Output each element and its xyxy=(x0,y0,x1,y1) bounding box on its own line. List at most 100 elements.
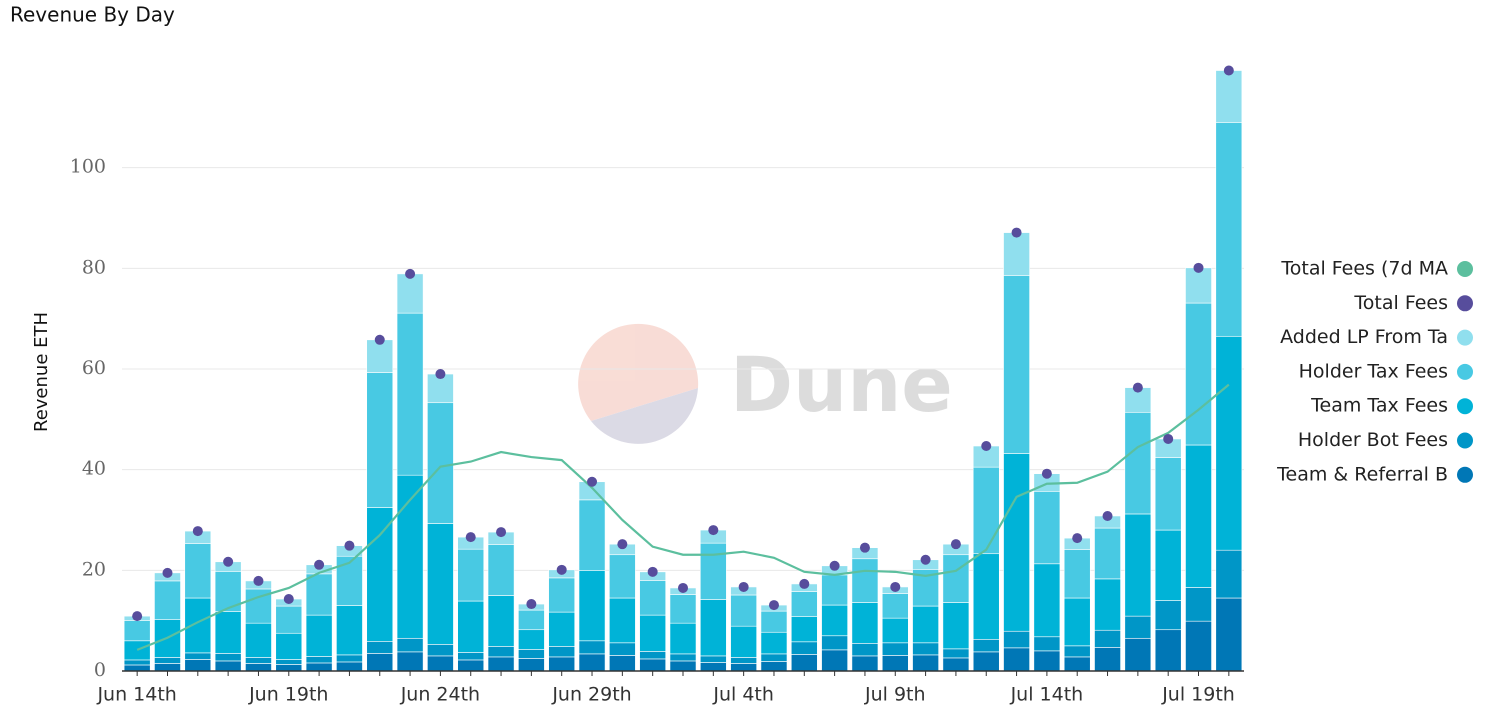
bar-segment xyxy=(1063,549,1091,599)
total-dot xyxy=(647,566,658,577)
bar-segment xyxy=(518,658,545,672)
bar-segment xyxy=(609,554,636,599)
ma-line xyxy=(136,383,1230,651)
bar-segment xyxy=(578,640,606,655)
x-tick-label: Jul 19th xyxy=(1161,684,1235,706)
legend-marker xyxy=(1457,363,1473,380)
total-dot xyxy=(1102,510,1113,521)
total-dot xyxy=(162,567,173,578)
y-tick-label: 80 xyxy=(82,256,106,278)
x-tick-label: Jun 24th xyxy=(400,684,480,706)
bar-segment xyxy=(1003,647,1030,672)
total-dot xyxy=(556,564,567,575)
total-dot xyxy=(435,369,446,380)
total-dot xyxy=(1132,382,1143,393)
bar-segment xyxy=(1094,527,1121,580)
legend-marker xyxy=(1457,466,1473,483)
total-dot xyxy=(1072,533,1083,544)
bar-segment xyxy=(548,611,576,647)
bar-segment xyxy=(1003,275,1030,454)
bar-segment xyxy=(881,642,909,656)
bar-segment xyxy=(154,663,181,672)
bar-segment xyxy=(942,657,970,672)
total-dot xyxy=(708,525,719,536)
total-dot xyxy=(253,575,264,586)
bar-segment xyxy=(427,655,454,672)
x-tick-label: Jul 4th xyxy=(712,684,774,706)
total-dot xyxy=(1163,433,1174,444)
bar-segment xyxy=(699,662,727,672)
bar-segment xyxy=(942,648,970,659)
bar-segment xyxy=(487,544,515,596)
bar-segment xyxy=(487,646,515,658)
bar-segment xyxy=(336,654,363,663)
legend-marker xyxy=(1457,261,1473,277)
bar-segment xyxy=(1033,563,1061,638)
bar-segment xyxy=(912,654,939,672)
bar-segment xyxy=(1215,549,1243,599)
bar-segment xyxy=(427,644,454,657)
bar-segment xyxy=(578,653,606,672)
bar-segment xyxy=(1215,122,1243,337)
bar-segment xyxy=(184,659,212,672)
bar-segment xyxy=(457,659,485,672)
bar-segment xyxy=(518,609,545,631)
bar-segment xyxy=(245,588,272,624)
legend-label: Holder Bot Fees xyxy=(1298,429,1448,451)
bar-segment xyxy=(1185,620,1212,672)
bar-segment xyxy=(1215,597,1243,672)
total-dot xyxy=(617,539,628,550)
total-dot xyxy=(1223,65,1234,76)
total-dot xyxy=(223,556,234,567)
chart-title: Revenue By Day xyxy=(10,3,175,27)
bar-segment xyxy=(1124,513,1152,617)
bar-segment xyxy=(942,554,970,603)
bar-segment xyxy=(305,573,333,616)
bar-segment xyxy=(881,593,909,619)
bar-segment xyxy=(821,649,848,672)
total-dot xyxy=(738,581,749,592)
bar-segment xyxy=(396,273,424,314)
bar-segment xyxy=(548,577,576,613)
bar-segment xyxy=(760,661,788,672)
bar-segment xyxy=(578,499,606,571)
bar-segment xyxy=(245,622,272,658)
legend-marker xyxy=(1457,432,1473,449)
bar-segment xyxy=(881,655,909,672)
total-dot xyxy=(314,559,325,570)
bar-segment xyxy=(972,466,1000,555)
bar-segment xyxy=(881,617,909,644)
x-tick-label: Jul 9th xyxy=(864,684,926,706)
bar-segment xyxy=(699,655,727,663)
x-tick-label: Jun 29th xyxy=(551,684,631,706)
bar-segment xyxy=(366,641,394,654)
total-dot xyxy=(344,540,355,551)
bar-segment xyxy=(1185,444,1212,588)
bar-segment xyxy=(1063,656,1091,672)
x-tick-label: Jul 14th xyxy=(1010,684,1084,706)
watermark-logo xyxy=(591,388,698,444)
bar-segment xyxy=(1215,70,1243,123)
bar-segment xyxy=(396,312,424,476)
y-tick-label: 60 xyxy=(82,357,106,379)
total-dot xyxy=(374,334,385,345)
total-dot xyxy=(920,554,931,565)
bar-segment xyxy=(730,625,757,658)
bar-segment xyxy=(1094,647,1121,672)
bar-segment xyxy=(821,574,848,606)
bar-segment xyxy=(275,659,303,665)
bar-segment xyxy=(730,594,757,627)
bar-segment xyxy=(790,616,818,643)
bar-segment xyxy=(1124,615,1152,639)
bar-segment xyxy=(457,600,485,653)
bar-segment xyxy=(1124,637,1152,672)
bar-segment xyxy=(639,658,667,672)
bar-segment xyxy=(275,632,303,660)
bar-segment xyxy=(366,507,394,642)
legend-marker xyxy=(1457,398,1473,415)
x-tick-label: Jun 14th xyxy=(96,684,176,706)
bar-segment xyxy=(790,591,818,617)
legend-marker xyxy=(1457,295,1473,312)
legend-label: Added LP From Ta xyxy=(1280,326,1448,348)
bar-segment xyxy=(578,570,606,642)
